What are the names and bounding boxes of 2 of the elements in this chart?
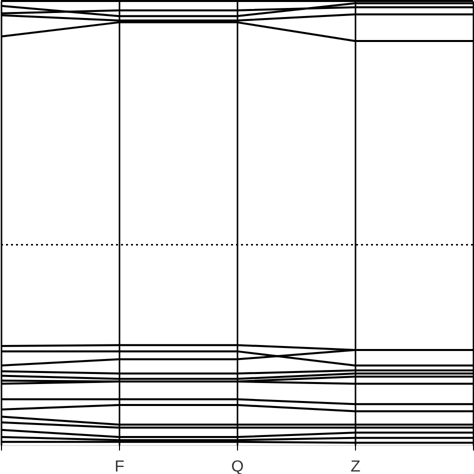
x-tick-label: Z — [350, 458, 361, 474]
x-tick-label: F — [114, 458, 125, 474]
